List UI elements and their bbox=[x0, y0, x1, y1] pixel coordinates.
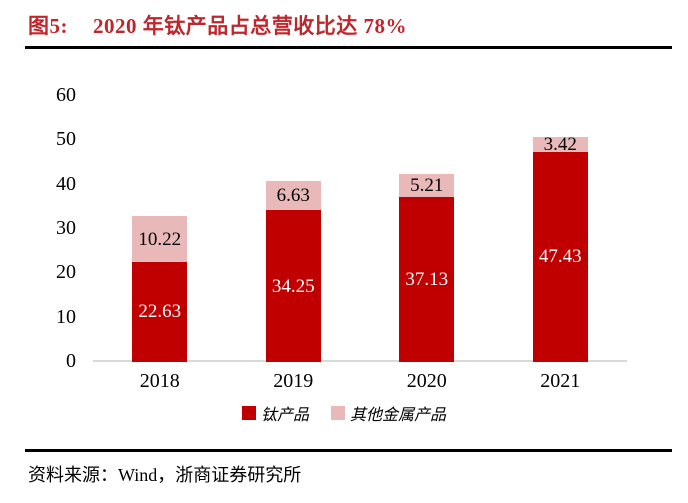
bar-segment: 22.63 bbox=[132, 261, 188, 362]
y-tick-label: 50 bbox=[56, 128, 76, 151]
legend-label: 钛产品 bbox=[260, 407, 309, 424]
y-tick-label: 40 bbox=[56, 172, 76, 195]
legend-swatch bbox=[331, 406, 345, 420]
x-axis-label: 2018 bbox=[139, 370, 180, 392]
bar-segment: 47.43 bbox=[532, 151, 588, 362]
bar-value-label: 47.43 bbox=[538, 246, 582, 268]
x-axis-label: 2021 bbox=[540, 370, 581, 392]
bar-value-label: 37.13 bbox=[405, 269, 449, 291]
bar-value-label: 3.42 bbox=[543, 133, 577, 155]
title-divider-line bbox=[25, 46, 672, 49]
y-tick-label: 30 bbox=[56, 217, 76, 239]
legend-swatch bbox=[241, 406, 256, 420]
x-axis-label: 2019 bbox=[273, 370, 314, 392]
bar-segment: 34.25 bbox=[265, 210, 321, 362]
bar-segment: 37.13 bbox=[399, 197, 455, 362]
y-tick-label: 0 bbox=[66, 350, 76, 372]
x-axis-label: 2020 bbox=[406, 370, 447, 392]
bar-value-label: 34.25 bbox=[271, 275, 315, 297]
legend-item: 钛产品 bbox=[241, 401, 309, 425]
bar-value-label: 10.22 bbox=[138, 228, 182, 250]
bar-segment: 3.42 bbox=[532, 133, 588, 155]
y-tick-label: 20 bbox=[56, 261, 76, 284]
bar-segment: 10.22 bbox=[132, 216, 188, 262]
bar-value-label: 6.63 bbox=[276, 184, 310, 206]
bar-segment: 6.63 bbox=[265, 180, 321, 211]
x-axis-line bbox=[93, 360, 627, 362]
bar-value-label: 22.63 bbox=[138, 301, 182, 323]
chart-legend: 钛产品 其他金属产品 bbox=[0, 401, 688, 425]
figure-number-label: 图5: bbox=[28, 14, 68, 38]
legend-item: 其他金属产品 bbox=[331, 401, 446, 425]
footer-divider-line bbox=[25, 449, 672, 452]
source-note: 资料来源：Wind，浙商证券研究所 bbox=[28, 465, 302, 485]
y-tick-label: 10 bbox=[56, 305, 76, 328]
y-tick-label: 60 bbox=[56, 84, 76, 106]
bar-segment: 5.21 bbox=[399, 174, 455, 198]
figure-title-text: 2020 年钛产品占总营收比达 78% bbox=[93, 14, 407, 38]
bar-value-label: 5.21 bbox=[410, 175, 444, 197]
figure-title: 图5: 2020 年钛产品占总营收比达 78% bbox=[28, 10, 407, 40]
legend-label: 其他金属产品 bbox=[350, 407, 447, 424]
